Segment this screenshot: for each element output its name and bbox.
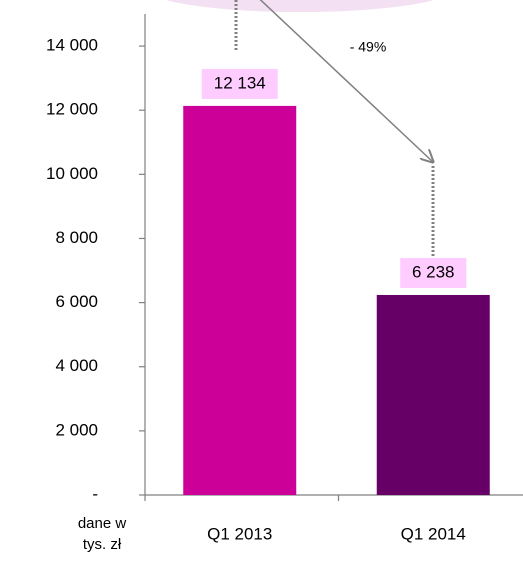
y-tick-label: - xyxy=(92,484,98,503)
y-tick-label: 10 000 xyxy=(46,164,98,183)
annotation: - 49% xyxy=(350,39,387,55)
x-tick-label: Q1 2014 xyxy=(401,524,466,543)
y-tick-label: 6 000 xyxy=(55,292,98,311)
change-arrow xyxy=(259,0,433,162)
data-label: 6 238 xyxy=(412,262,455,281)
y-tick-label: 2 000 xyxy=(55,420,98,439)
bar xyxy=(376,294,490,495)
data-label-box xyxy=(400,257,467,288)
y-tick-label: 12 000 xyxy=(46,100,98,119)
unit-label: tys. zł xyxy=(83,536,122,553)
y-tick-label: 4 000 xyxy=(55,356,98,375)
decoration xyxy=(166,0,434,12)
x-tick-label: Q1 2013 xyxy=(207,524,272,543)
y-tick-label: 14 000 xyxy=(46,36,98,55)
data-label: 12 134 xyxy=(214,73,266,92)
y-tick-label: 8 000 xyxy=(55,228,98,247)
unit-label: dane w xyxy=(78,515,127,532)
bar xyxy=(183,105,297,495)
data-label-box xyxy=(201,68,278,99)
